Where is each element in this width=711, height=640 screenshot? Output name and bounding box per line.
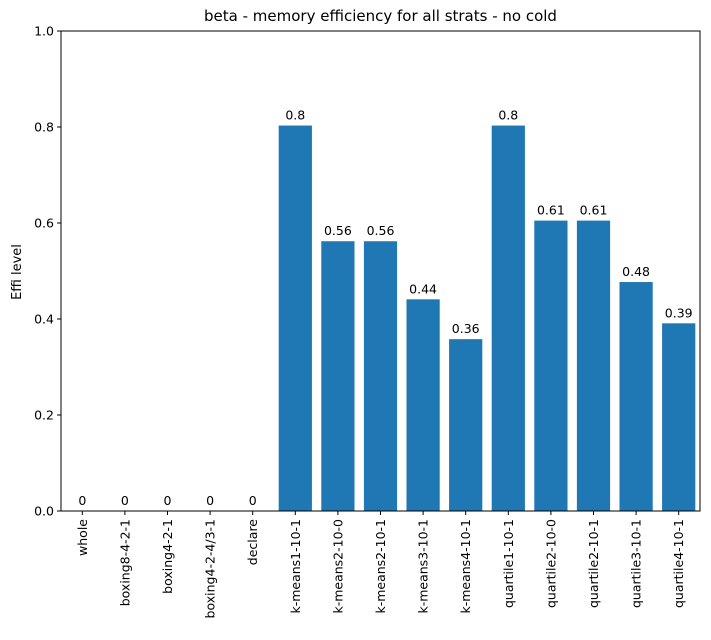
- x-tick-label: quartile2-10-1: [586, 519, 601, 608]
- data-label: 0.36: [452, 321, 480, 336]
- data-label: 0: [206, 493, 214, 508]
- x-tick-label: boxing8-4-2-1: [117, 519, 132, 606]
- plot-frame: [60, 30, 701, 512]
- x-tick-label: k-means4-10-1: [458, 519, 473, 614]
- x-axis: whole boxing8-4-2-1 boxing4-2-1 boxing4-2-4…: [75, 511, 686, 618]
- data-label: 0: [164, 493, 172, 508]
- x-tick-label: quartile1-10-1: [501, 519, 516, 608]
- bar: [619, 282, 653, 511]
- x-tick-label: boxing4-2-1: [160, 519, 175, 594]
- data-label: 0.61: [537, 203, 565, 218]
- data-label: 0: [121, 493, 129, 508]
- y-tick-label: 0.2: [34, 408, 54, 423]
- chart-title: beta - memory efficiency for all strats …: [204, 7, 557, 25]
- data-labels: 0 0 0 0 0 0.8 0.56 0.56 0.44 0.36 0.8 0.61 0.61 0.48 0…: [78, 108, 692, 508]
- bars: [278, 125, 696, 512]
- data-label: 0.39: [665, 305, 693, 320]
- x-tick-label: declare: [245, 519, 260, 565]
- x-tick-label: k-means2-10-1: [373, 519, 388, 614]
- data-label: 0: [249, 493, 257, 508]
- x-tick-label: k-means3-10-1: [416, 519, 431, 614]
- y-tick-label: 0.6: [34, 216, 54, 231]
- bar: [449, 339, 483, 511]
- y-tick-label: 0.8: [34, 120, 54, 135]
- data-label: 0.8: [285, 108, 305, 123]
- data-label: 0.61: [580, 203, 608, 218]
- data-label: 0.56: [324, 223, 352, 238]
- y-tick-label: 1.0: [34, 24, 54, 39]
- data-label: 0.56: [367, 223, 395, 238]
- bar: [534, 220, 568, 511]
- x-tick-label: quartile3-10-1: [629, 519, 644, 608]
- bar: [406, 299, 440, 511]
- x-tick-label: k-means2-10-0: [330, 519, 345, 614]
- x-tick-label: quartile2-10-0: [543, 519, 558, 608]
- data-label: 0: [78, 493, 86, 508]
- bar: [278, 125, 312, 511]
- x-tick-label: whole: [75, 519, 90, 556]
- bar: [491, 125, 525, 511]
- data-label: 0.8: [498, 108, 518, 123]
- y-axis-label: Effi level: [10, 244, 25, 300]
- bar: [321, 241, 355, 512]
- bar: [576, 220, 611, 511]
- data-label: 0.48: [622, 264, 650, 279]
- bar: [363, 241, 398, 512]
- y-axis: 0.0 0.2 0.4 0.6 0.8 1.0: [34, 24, 61, 519]
- x-tick-label: k-means1-10-1: [288, 519, 303, 614]
- x-tick-label: boxing4-2-4/3-1: [203, 519, 218, 618]
- x-tick-label: quartile4-10-1: [671, 519, 686, 608]
- y-tick-label: 0.4: [34, 312, 54, 327]
- y-tick-label: 0.0: [34, 504, 54, 519]
- data-label: 0.44: [409, 281, 437, 296]
- bar: [662, 323, 696, 511]
